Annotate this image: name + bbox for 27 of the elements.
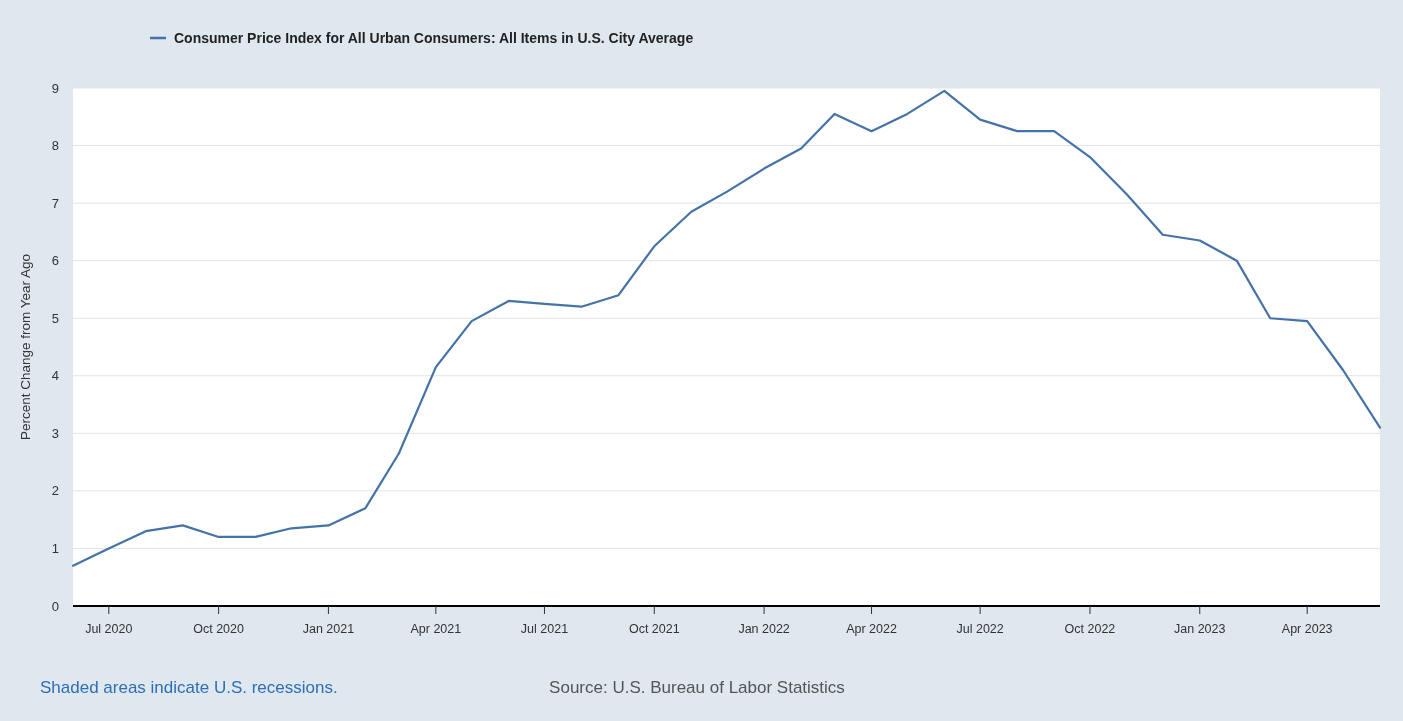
x-tick-label: Oct 2020 — [193, 622, 245, 636]
y-tick-label: 2 — [51, 483, 59, 499]
y-tick-label: 7 — [51, 195, 59, 211]
x-tick-label: Apr 2023 — [1281, 622, 1333, 636]
x-tick-label: Oct 2021 — [628, 622, 680, 636]
line-series — [71, 89, 1382, 567]
x-tick-label: Apr 2022 — [846, 622, 897, 636]
y-tick-label: 4 — [51, 368, 59, 384]
x-tick-label: Jul 2022 — [956, 622, 1004, 636]
y-tick-label: 8 — [51, 138, 59, 154]
y-tick-label: 6 — [51, 253, 59, 269]
y-tick-label: 9 — [51, 80, 59, 96]
y-tick-label: 0 — [51, 598, 59, 614]
x-tick-label: Jan 2021 — [302, 622, 355, 636]
x-tick-label: Apr 2021 — [410, 622, 462, 636]
source-note: Source: U.S. Bureau of Labor Statistics — [549, 678, 845, 697]
y-axis-title: Percent Change from Year Ago — [18, 253, 33, 441]
text: Shaded areas indicate U.S. recessions. — [40, 678, 338, 697]
legend-label: Consumer Price Index for All Urban Consumers: All Items in U.S. City Average — [174, 29, 694, 46]
x-tick-label: Jan 2022 — [738, 622, 790, 636]
x-tick-label: Jul 2020 — [85, 622, 133, 636]
y-tick-label: 3 — [51, 425, 59, 441]
x-tick-label: Jan 2023 — [1174, 622, 1226, 636]
x-tick-label: Oct 2022 — [1064, 622, 1116, 636]
y-tick-label: 1 — [51, 540, 59, 556]
x-tick-label: Jul 2021 — [520, 622, 569, 636]
y-tick-label: 5 — [51, 310, 59, 326]
